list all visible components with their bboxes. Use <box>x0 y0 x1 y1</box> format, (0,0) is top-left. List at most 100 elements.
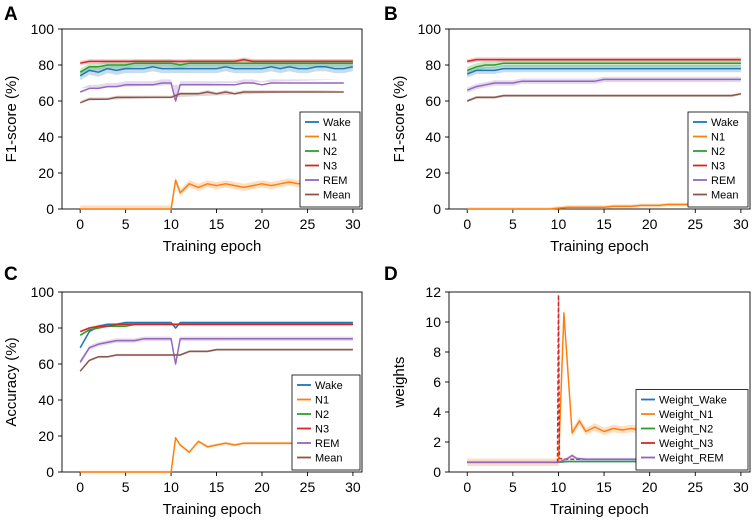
panel-b-x-tick-label: 30 <box>733 216 749 232</box>
panel-d-legend-box <box>635 389 749 471</box>
panel-d-legend-label-weight-n3: Weight_N3 <box>659 438 713 450</box>
panel-c-band-mean <box>80 348 353 373</box>
panel-a-band-mean <box>80 90 344 101</box>
panel-b-y-tick-label: 80 <box>425 57 441 73</box>
panel-d-x-tick-label: 0 <box>463 479 471 495</box>
panel-a-letter: A <box>4 4 18 25</box>
panel-c-legend-label-n2: N2 <box>315 409 329 421</box>
panel-c-x-tick-label: 10 <box>163 479 179 495</box>
panel-c-y-tick-label: 100 <box>31 284 55 300</box>
panel-b-legend-box <box>687 111 749 208</box>
panel-c-legend-label-n1: N1 <box>315 395 329 407</box>
panel-c-band-rem <box>80 336 353 367</box>
panel-b-y-tick-label: 60 <box>425 93 441 109</box>
panel-b-legend-label-wake: Wake <box>711 117 739 129</box>
panel-d-x-tick-label: 20 <box>642 479 658 495</box>
panel-b-line-mean <box>466 93 742 102</box>
panel-c-legend: Wake N1 N2 N3 REM Mean <box>291 374 361 471</box>
panel-a-legend-label-n2: N2 <box>323 146 337 158</box>
panel-b-letter: B <box>384 4 398 25</box>
panel-b-y-tick-label: 100 <box>418 21 442 37</box>
panel-a-y-axis-label: F1-score (%) <box>3 76 20 163</box>
panel-a-line-n2 <box>79 62 353 73</box>
panel-b-legend-label-n2: N2 <box>711 146 725 158</box>
panel-d-x-tick-label: 30 <box>733 479 749 495</box>
panel-d-x-tick-label: 10 <box>551 479 567 495</box>
panel-d-y-axis-label: weights <box>391 357 408 409</box>
panel-d-legend-label-weight-n2: Weight_N2 <box>659 424 713 436</box>
panel-a-line-wake <box>79 66 354 77</box>
panel-c-y-tick-label: 60 <box>38 356 54 372</box>
panel-b-line-wake <box>466 67 741 75</box>
panel-b-x-tick-label: 15 <box>596 216 612 232</box>
panel-d-x-tick-label: 5 <box>509 479 517 495</box>
panel-b-y-tick-label: 40 <box>425 129 441 145</box>
panel-b-x-tick-label: 0 <box>463 216 471 232</box>
panel-d-y-tick-label: 2 <box>433 434 441 450</box>
panel-a-line-n3 <box>80 58 353 64</box>
panel-c-line-wake <box>79 321 353 349</box>
panel-d-legend: Weight_Wake Weight_N1 Weight_N2 Weight_N3 We… <box>635 389 749 471</box>
panel-d-legend-label-weight-n1: Weight_N1 <box>659 409 713 421</box>
panel-d-y-tick-label: 8 <box>433 344 441 360</box>
panel-b-legend-label-rem: REM <box>711 175 735 187</box>
panel-c-x-tick-label: 25 <box>300 479 316 495</box>
panel-d-y-tick-label: 4 <box>433 404 441 420</box>
panel-b-band-mean <box>467 92 741 103</box>
panel-b-y-axis-label: F1-score (%) <box>391 76 408 163</box>
panel-d-y-tick-label: 6 <box>433 374 441 390</box>
panel-a-x-tick-label: 10 <box>163 216 179 232</box>
panel-b-line-rem <box>466 78 741 91</box>
panel-d: D 0 5 10 15 20 25 30 0 2 4 6 8 10 12 Training epoch weig… <box>384 264 751 518</box>
panel-a-y-tick-label: 40 <box>38 129 54 145</box>
panel-b-line-n2 <box>466 62 741 72</box>
panel-c-band-n1 <box>80 436 353 473</box>
panel-c-legend-label-mean: Mean <box>315 453 343 465</box>
panel-c-y-tick-label: 0 <box>46 464 54 480</box>
panel-c: C 0 5 10 15 20 25 30 0 20 40 60 80 100 Training epoch A… <box>3 264 363 518</box>
panel-a-legend-label-wake: Wake <box>323 117 351 129</box>
panel-a-band-rem <box>80 79 344 98</box>
panel-c-x-axis-label: Training epoch <box>163 501 262 518</box>
panel-b-x-tick-label: 5 <box>509 216 517 232</box>
panel-a-x-tick-label: 15 <box>209 216 225 232</box>
panel-c-line-mean <box>79 348 353 372</box>
panel-d-x-tick-label: 15 <box>596 479 612 495</box>
panel-c-legend-label-rem: REM <box>315 438 339 450</box>
panel-b-legend-label-n3: N3 <box>711 161 725 173</box>
panel-a-data <box>79 57 354 210</box>
panel-a-x-tick-label: 5 <box>122 216 130 232</box>
panel-a-x-axis-label: Training epoch <box>163 238 262 255</box>
panel-b-band-n1 <box>467 200 741 210</box>
panel-b-x-axis-label: Training epoch <box>550 238 649 255</box>
panel-d-y-tick-label: 10 <box>425 314 441 330</box>
panel-c-legend-label-wake: Wake <box>315 380 343 392</box>
panel-c-legend-box <box>291 374 361 471</box>
panel-c-x-tick-label: 5 <box>122 479 130 495</box>
panel-d-y-tick-label: 12 <box>425 284 441 300</box>
panel-a-x-tick-label: 20 <box>254 216 270 232</box>
panel-a-band-wake <box>80 62 353 81</box>
panel-a-line-rem <box>79 82 344 102</box>
panel-d-legend-label-weight-rem: Weight_REM <box>659 453 724 465</box>
panel-b-data <box>466 57 742 210</box>
panel-c-line-n2 <box>79 323 353 336</box>
panel-a-line-mean <box>79 91 344 104</box>
panel-b-legend-label-mean: Mean <box>711 190 739 202</box>
panel-b-y-tick-label: 20 <box>425 165 441 181</box>
panel-a-legend-label-n1: N1 <box>323 132 337 144</box>
panel-b-line-n3 <box>467 58 741 63</box>
panel-c-y-tick-label: 80 <box>38 320 54 336</box>
panel-c-x-tick-label: 20 <box>254 479 270 495</box>
panel-a-y-tick-label: 80 <box>38 57 54 73</box>
panel-b: B 0 5 10 15 20 25 30 0 20 40 60 80 100 Training epoch F… <box>384 4 751 255</box>
panel-c-line-rem <box>79 338 353 365</box>
panel-d-x-tick-label: 25 <box>687 479 703 495</box>
panel-a-legend-label-mean: Mean <box>323 190 351 202</box>
panel-c-line-n3 <box>79 323 353 333</box>
panel-b-y-tick-label: 0 <box>433 201 441 217</box>
panel-b-x-tick-label: 25 <box>687 216 703 232</box>
panel-c-y-axis-label: Accuracy (%) <box>3 337 20 426</box>
panel-b-band-wake <box>467 65 741 78</box>
panel-b-legend: Wake N1 N2 N3 REM Mean <box>687 111 749 208</box>
